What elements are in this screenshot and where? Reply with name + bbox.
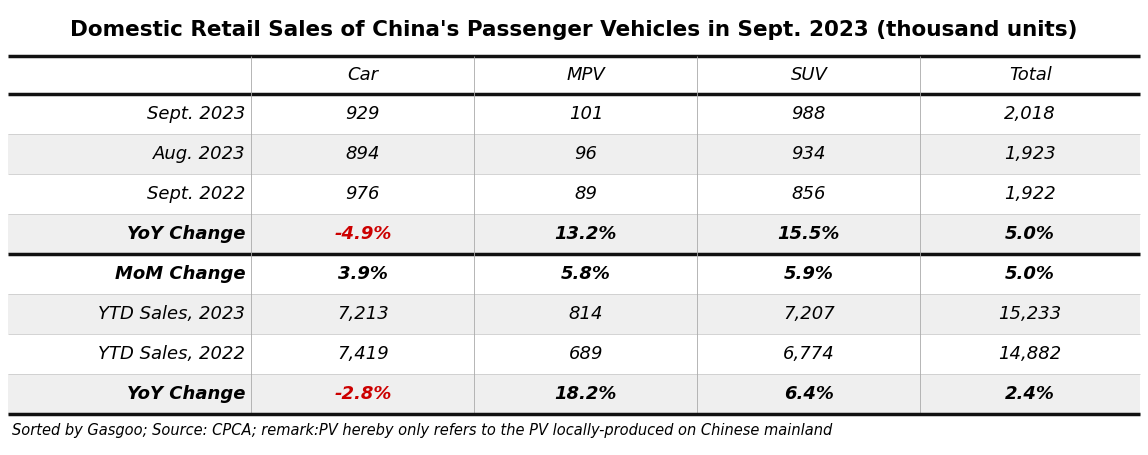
Text: 89: 89 <box>574 185 597 203</box>
Text: -2.8%: -2.8% <box>334 385 391 403</box>
Bar <box>8 94 1140 134</box>
Text: Car: Car <box>348 66 379 84</box>
Text: 814: 814 <box>568 305 603 323</box>
Bar <box>8 174 1140 214</box>
Text: 7,419: 7,419 <box>338 345 389 363</box>
Text: 101: 101 <box>568 105 603 123</box>
Text: YoY Change: YoY Change <box>127 225 246 243</box>
Text: 5.0%: 5.0% <box>1006 265 1055 283</box>
Text: 18.2%: 18.2% <box>554 385 618 403</box>
Text: 976: 976 <box>346 185 380 203</box>
Text: MPV: MPV <box>566 66 605 84</box>
Text: 15,233: 15,233 <box>999 305 1062 323</box>
Text: 7,213: 7,213 <box>338 305 389 323</box>
Bar <box>8 254 1140 294</box>
Text: 1,923: 1,923 <box>1004 145 1056 163</box>
Bar <box>8 374 1140 414</box>
Text: Domestic Retail Sales of China's Passenger Vehicles in Sept. 2023 (thousand unit: Domestic Retail Sales of China's Passeng… <box>70 20 1078 40</box>
Text: 6.4%: 6.4% <box>784 385 833 403</box>
Text: Sept. 2023: Sept. 2023 <box>147 105 246 123</box>
Text: 5.9%: 5.9% <box>784 265 833 283</box>
Text: 1,922: 1,922 <box>1004 185 1056 203</box>
Text: 14,882: 14,882 <box>999 345 1062 363</box>
Text: YTD Sales, 2022: YTD Sales, 2022 <box>99 345 246 363</box>
Bar <box>8 334 1140 374</box>
Text: Sept. 2022: Sept. 2022 <box>147 185 246 203</box>
Text: Aug. 2023: Aug. 2023 <box>153 145 246 163</box>
Text: YoY Change: YoY Change <box>127 385 246 403</box>
Text: -4.9%: -4.9% <box>334 225 391 243</box>
Text: 15.5%: 15.5% <box>777 225 840 243</box>
Text: SUV: SUV <box>791 66 828 84</box>
Text: 929: 929 <box>346 105 380 123</box>
Text: 3.9%: 3.9% <box>338 265 388 283</box>
Text: 988: 988 <box>792 105 827 123</box>
Text: 2.4%: 2.4% <box>1006 385 1055 403</box>
Text: 96: 96 <box>574 145 597 163</box>
Text: 5.8%: 5.8% <box>561 265 611 283</box>
Text: MoM Change: MoM Change <box>115 265 246 283</box>
Text: 894: 894 <box>346 145 380 163</box>
Bar <box>8 214 1140 254</box>
Bar <box>8 134 1140 174</box>
Text: 856: 856 <box>792 185 827 203</box>
Text: 5.0%: 5.0% <box>1006 225 1055 243</box>
Text: 6,774: 6,774 <box>783 345 835 363</box>
Text: YTD Sales, 2023: YTD Sales, 2023 <box>99 305 246 323</box>
Text: Total: Total <box>1009 66 1052 84</box>
Text: 934: 934 <box>792 145 827 163</box>
Bar <box>8 294 1140 334</box>
Text: 689: 689 <box>568 345 603 363</box>
Text: 13.2%: 13.2% <box>554 225 618 243</box>
Text: 7,207: 7,207 <box>783 305 835 323</box>
Text: 2,018: 2,018 <box>1004 105 1056 123</box>
Text: Sorted by Gasgoo; Source: CPCA; remark:PV hereby only refers to the PV locally-p: Sorted by Gasgoo; Source: CPCA; remark:P… <box>11 423 832 438</box>
